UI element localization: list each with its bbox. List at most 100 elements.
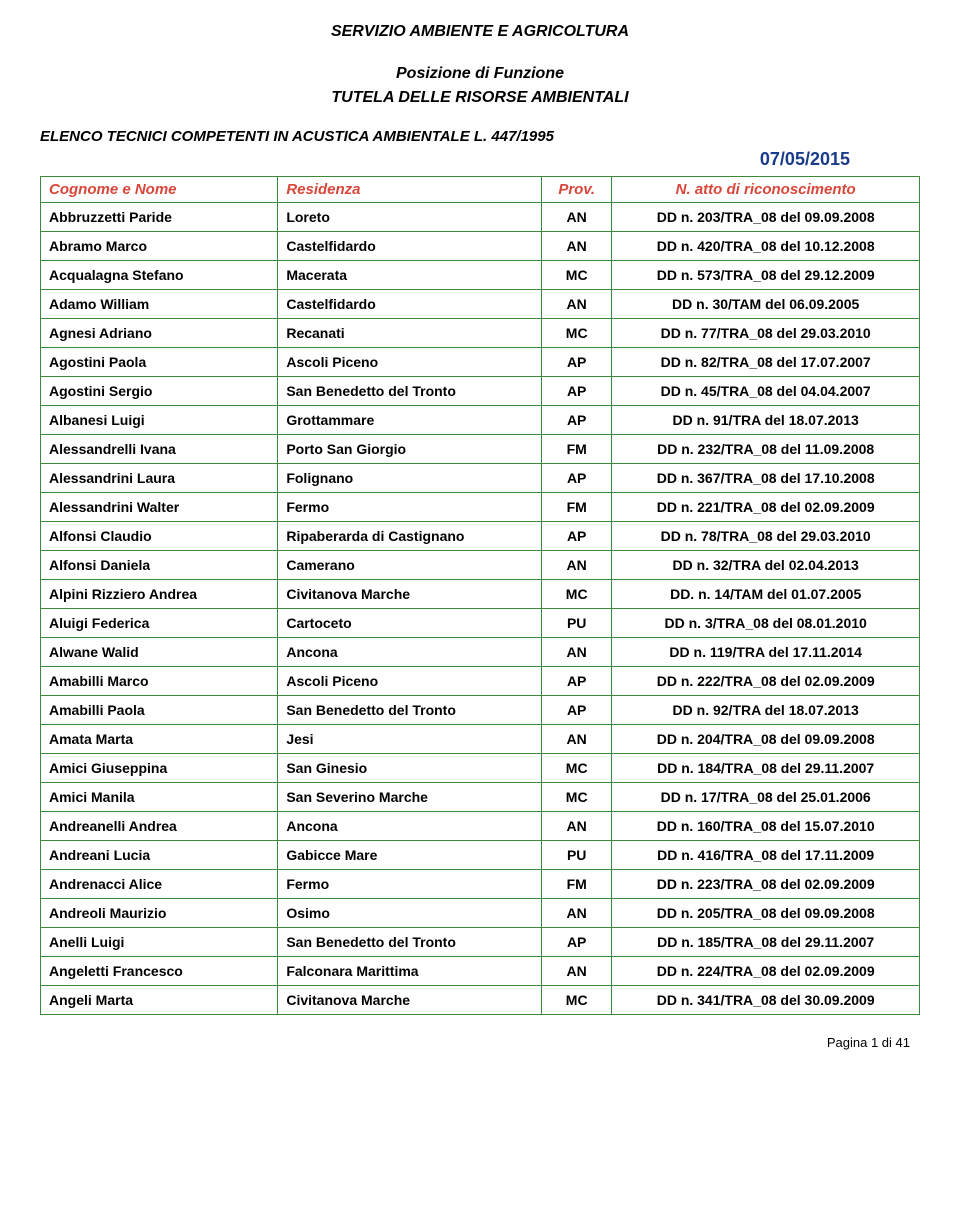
table-cell-atto: DD n. 17/TRA_08 del 25.01.2006 [612,783,920,812]
table-cell-atto: DD n. 82/TRA_08 del 17.07.2007 [612,348,920,377]
table-row: Amata MartaJesiANDD n. 204/TRA_08 del 09… [41,725,920,754]
table-cell-res: Ancona [278,812,542,841]
table-cell-name: Aluigi Federica [41,609,278,638]
header-line3: TUTELA DELLE RISORSE AMBIENTALI [40,86,920,110]
table-row: Agostini SergioSan Benedetto del TrontoA… [41,377,920,406]
table-cell-res: Osimo [278,899,542,928]
table-row: Amici GiuseppinaSan GinesioMCDD n. 184/T… [41,754,920,783]
table-cell-res: San Benedetto del Tronto [278,928,542,957]
table-cell-res: San Benedetto del Tronto [278,696,542,725]
table-cell-prov: AN [542,551,612,580]
table-cell-name: Alpini Rizziero Andrea [41,580,278,609]
table-cell-res: Recanati [278,319,542,348]
table-row: Andreani LuciaGabicce MarePUDD n. 416/TR… [41,841,920,870]
table-cell-name: Anelli Luigi [41,928,278,957]
table-cell-prov: AP [542,928,612,957]
table-cell-atto: DD n. 367/TRA_08 del 17.10.2008 [612,464,920,493]
table-cell-prov: AP [542,696,612,725]
col-header-name: Cognome e Nome [41,177,278,203]
table-cell-atto: DD n. 232/TRA_08 del 11.09.2008 [612,435,920,464]
table-cell-name: Andreanelli Andrea [41,812,278,841]
table-cell-atto: DD n. 573/TRA_08 del 29.12.2009 [612,261,920,290]
table-cell-res: Ascoli Piceno [278,348,542,377]
table-row: Abbruzzetti ParideLoretoANDD n. 203/TRA_… [41,203,920,232]
table-header-row: Cognome e Nome Residenza Prov. N. atto d… [41,177,920,203]
table-cell-name: Abbruzzetti Paride [41,203,278,232]
table-row: Agnesi AdrianoRecanatiMCDD n. 77/TRA_08 … [41,319,920,348]
technicians-table: Cognome e Nome Residenza Prov. N. atto d… [40,176,920,1015]
table-cell-prov: AP [542,406,612,435]
table-cell-name: Amici Giuseppina [41,754,278,783]
table-cell-name: Alessandrini Walter [41,493,278,522]
table-cell-name: Angeletti Francesco [41,957,278,986]
table-cell-name: Abramo Marco [41,232,278,261]
table-cell-res: Folignano [278,464,542,493]
table-cell-name: Andreoli Maurizio [41,899,278,928]
table-cell-name: Andreani Lucia [41,841,278,870]
table-row: Amici ManilaSan Severino MarcheMCDD n. 1… [41,783,920,812]
table-row: Alpini Rizziero AndreaCivitanova MarcheM… [41,580,920,609]
table-row: Andrenacci AliceFermoFMDD n. 223/TRA_08 … [41,870,920,899]
table-cell-res: Ascoli Piceno [278,667,542,696]
table-cell-atto: DD n. 91/TRA del 18.07.2013 [612,406,920,435]
table-cell-name: Andrenacci Alice [41,870,278,899]
table-cell-atto: DD n. 119/TRA del 17.11.2014 [612,638,920,667]
table-cell-atto: DD n. 223/TRA_08 del 02.09.2009 [612,870,920,899]
table-cell-prov: FM [542,493,612,522]
document-header: SERVIZIO AMBIENTE E AGRICOLTURA Posizion… [40,20,920,110]
table-row: Alfonsi DanielaCameranoANDD n. 32/TRA de… [41,551,920,580]
table-cell-prov: AN [542,725,612,754]
table-cell-name: Alfonsi Daniela [41,551,278,580]
table-cell-atto: DD n. 222/TRA_08 del 02.09.2009 [612,667,920,696]
table-cell-atto: DD n. 203/TRA_08 del 09.09.2008 [612,203,920,232]
table-cell-res: San Benedetto del Tronto [278,377,542,406]
header-line1: SERVIZIO AMBIENTE E AGRICOLTURA [40,20,920,44]
table-cell-prov: AP [542,348,612,377]
table-cell-atto: DD n. 92/TRA del 18.07.2013 [612,696,920,725]
table-cell-res: Ripaberarda di Castignano [278,522,542,551]
table-cell-name: Agnesi Adriano [41,319,278,348]
table-cell-res: Jesi [278,725,542,754]
table-cell-prov: AN [542,203,612,232]
table-row: Angeli MartaCivitanova MarcheMCDD n. 341… [41,986,920,1015]
table-cell-atto: DD n. 77/TRA_08 del 29.03.2010 [612,319,920,348]
table-cell-prov: MC [542,754,612,783]
document-date: 07/05/2015 [40,149,920,170]
table-row: Agostini PaolaAscoli PicenoAPDD n. 82/TR… [41,348,920,377]
table-cell-prov: MC [542,580,612,609]
table-cell-prov: FM [542,870,612,899]
table-row: Amabilli MarcoAscoli PicenoAPDD n. 222/T… [41,667,920,696]
table-cell-atto: DD n. 416/TRA_08 del 17.11.2009 [612,841,920,870]
table-cell-prov: AN [542,957,612,986]
table-cell-atto: DD. n. 14/TAM del 01.07.2005 [612,580,920,609]
table-cell-prov: AP [542,464,612,493]
table-cell-atto: DD n. 204/TRA_08 del 09.09.2008 [612,725,920,754]
table-cell-prov: AP [542,522,612,551]
header-line2: Posizione di Funzione [40,62,920,86]
table-row: Aluigi FedericaCartocetoPUDD n. 3/TRA_08… [41,609,920,638]
table-body: Abbruzzetti ParideLoretoANDD n. 203/TRA_… [41,203,920,1015]
table-cell-res: Grottammare [278,406,542,435]
table-cell-res: Loreto [278,203,542,232]
table-cell-prov: PU [542,609,612,638]
table-row: Amabilli PaolaSan Benedetto del TrontoAP… [41,696,920,725]
table-row: Alessandrelli IvanaPorto San GiorgioFMDD… [41,435,920,464]
table-cell-name: Amabilli Paola [41,696,278,725]
col-header-residence: Residenza [278,177,542,203]
table-cell-atto: DD n. 30/TAM del 06.09.2005 [612,290,920,319]
table-cell-res: Macerata [278,261,542,290]
table-cell-prov: AP [542,377,612,406]
table-cell-prov: FM [542,435,612,464]
table-row: Alwane WalidAnconaANDD n. 119/TRA del 17… [41,638,920,667]
table-cell-res: Gabicce Mare [278,841,542,870]
table-cell-name: Albanesi Luigi [41,406,278,435]
table-row: Adamo WilliamCastelfidardoANDD n. 30/TAM… [41,290,920,319]
table-cell-prov: AN [542,812,612,841]
table-cell-res: Civitanova Marche [278,986,542,1015]
table-cell-res: Falconara Marittima [278,957,542,986]
table-row: Andreanelli AndreaAnconaANDD n. 160/TRA_… [41,812,920,841]
table-row: Albanesi LuigiGrottammareAPDD n. 91/TRA … [41,406,920,435]
table-cell-prov: PU [542,841,612,870]
table-row: Acqualagna StefanoMacerataMCDD n. 573/TR… [41,261,920,290]
table-cell-atto: DD n. 184/TRA_08 del 29.11.2007 [612,754,920,783]
